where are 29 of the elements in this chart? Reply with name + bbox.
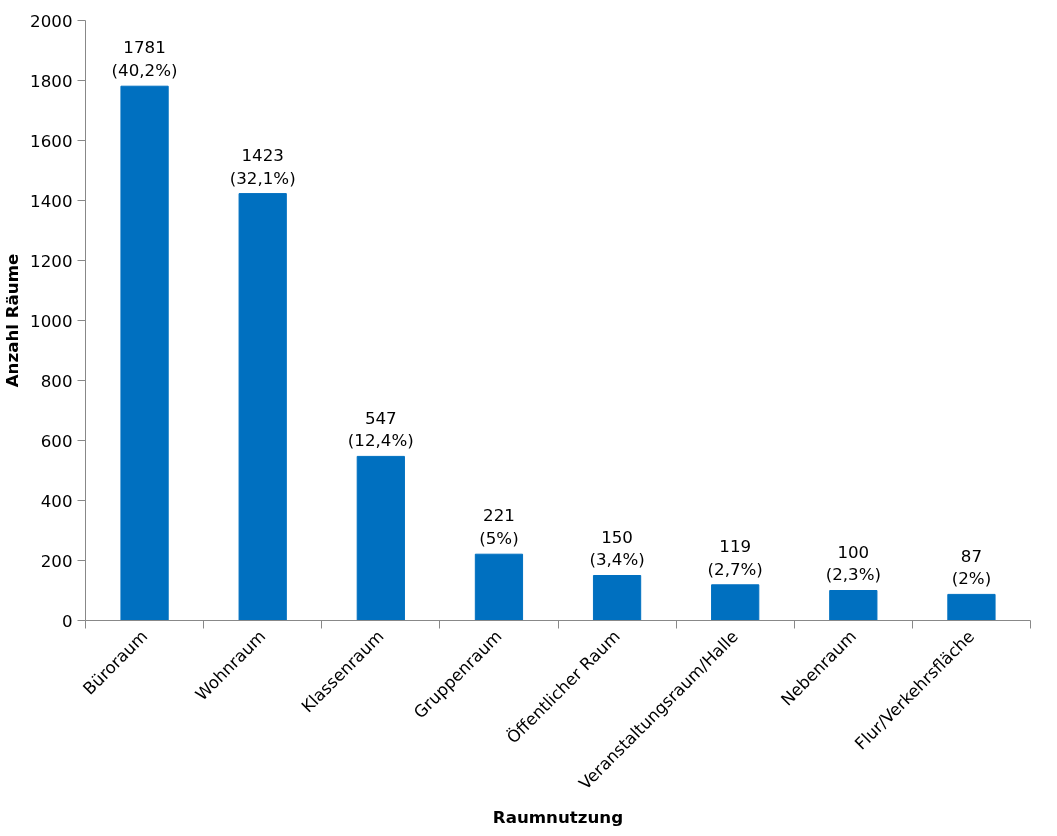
bar (238, 193, 287, 621)
y-tick-label: 1200 (30, 251, 73, 271)
y-tick-label: 1600 (30, 131, 73, 151)
bar (947, 593, 996, 621)
data-label: 221 (5%) (479, 506, 519, 549)
bar (711, 584, 760, 621)
y-tick-label: 0 (61, 611, 73, 631)
y-tick-label: 1800 (30, 71, 73, 91)
data-label: 547 (12,4%) (347, 408, 414, 451)
data-label: 87 (2%) (951, 546, 992, 589)
bar (592, 575, 642, 621)
data-label: 100 (2,3%) (825, 542, 881, 585)
y-tick-label: 800 (40, 371, 73, 391)
y-tick-label: 400 (40, 491, 73, 511)
y-axis-title: Anzahl Räume (3, 253, 23, 388)
y-tick-label: 1400 (30, 191, 73, 211)
bar (474, 553, 524, 621)
bar (120, 85, 169, 621)
bar (829, 590, 878, 621)
data-label: 150 (3,4%) (589, 527, 645, 570)
bar (356, 455, 405, 621)
data-label: 1781 (40,2%) (111, 38, 178, 81)
y-tick-label: 2000 (30, 11, 73, 31)
x-axis-title: Raumnutzung (492, 808, 624, 828)
data-label: 1423 (32,1%) (229, 145, 296, 188)
y-tick-label: 1000 (30, 311, 73, 331)
y-tick-label: 600 (40, 431, 73, 451)
y-tick-label: 200 (40, 551, 73, 571)
data-label: 119 (2,7%) (707, 537, 763, 579)
